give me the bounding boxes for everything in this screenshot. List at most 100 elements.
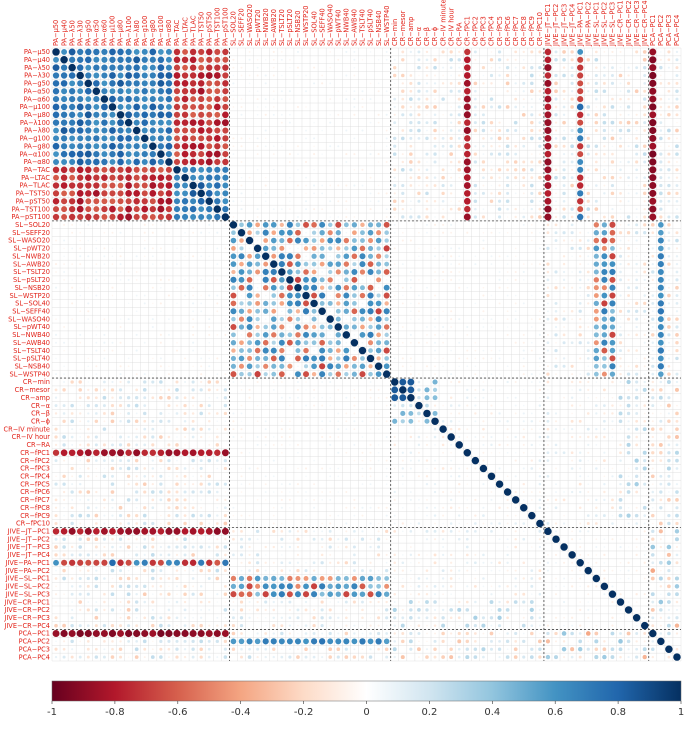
correlation-circle	[442, 609, 444, 611]
correlation-circle	[643, 145, 646, 148]
correlation-circle	[295, 300, 301, 306]
correlation-circle	[538, 66, 541, 69]
correlation-circle	[87, 593, 90, 596]
correlation-circle	[208, 326, 210, 328]
correlation-circle	[62, 569, 65, 572]
correlation-circle	[168, 295, 170, 297]
correlation-circle	[71, 609, 73, 611]
correlation-circle	[545, 190, 552, 197]
correlation-circle	[95, 373, 97, 375]
correlation-circle	[257, 90, 259, 92]
column-label: CR−fPC3	[480, 16, 488, 46]
correlation-circle	[125, 72, 132, 79]
correlation-circle	[289, 507, 291, 509]
correlation-circle	[539, 436, 542, 439]
correlation-circle	[241, 413, 243, 415]
correlation-circle	[176, 263, 178, 265]
correlation-circle	[192, 350, 194, 352]
correlation-circle	[281, 491, 283, 493]
correlation-circle	[362, 468, 364, 470]
correlation-circle	[627, 482, 631, 486]
correlation-circle	[507, 428, 509, 430]
correlation-circle	[233, 75, 235, 77]
column-label: CR−fPC2	[472, 16, 480, 46]
correlation-circle	[192, 499, 194, 501]
correlation-circle	[222, 213, 229, 220]
correlation-circle	[668, 412, 670, 414]
correlation-circle	[214, 88, 220, 94]
correlation-circle	[176, 601, 179, 604]
correlation-circle	[53, 57, 59, 63]
correlation-circle	[450, 192, 452, 194]
correlation-circle	[482, 145, 484, 147]
correlation-circle	[554, 74, 557, 77]
correlation-circle	[577, 57, 583, 63]
correlation-circle	[651, 223, 655, 227]
correlation-circle	[86, 459, 90, 463]
correlation-circle	[216, 357, 218, 359]
correlation-circle	[676, 271, 679, 274]
correlation-circle	[354, 67, 356, 69]
correlation-circle	[659, 443, 663, 447]
correlation-circle	[303, 348, 308, 353]
correlation-circle	[370, 145, 372, 147]
correlation-circle	[247, 222, 253, 228]
correlation-circle	[224, 585, 227, 588]
correlation-circle	[547, 451, 550, 454]
correlation-circle	[483, 633, 485, 635]
correlation-circle	[587, 397, 589, 399]
correlation-circle	[635, 286, 638, 289]
correlation-circle	[636, 177, 638, 179]
correlation-circle	[370, 421, 372, 423]
column-label: PA−μ40	[60, 20, 68, 46]
correlation-circle	[658, 300, 664, 306]
correlation-circle	[241, 389, 243, 391]
correlation-circle	[257, 444, 259, 446]
correlation-circle	[118, 206, 124, 212]
correlation-circle	[383, 370, 390, 377]
correlation-circle	[69, 88, 75, 94]
correlation-circle	[577, 159, 583, 165]
correlation-circle	[627, 215, 631, 219]
correlation-circle	[111, 490, 115, 494]
correlation-circle	[249, 554, 251, 556]
correlation-circle	[239, 317, 244, 322]
correlation-circle	[319, 348, 325, 354]
correlation-circle	[174, 159, 180, 165]
correlation-circle	[206, 49, 213, 56]
row-label: JIVE−CR−PC4	[3, 622, 50, 630]
correlation-circle	[61, 151, 67, 157]
correlation-circle	[257, 216, 259, 218]
correlation-circle	[328, 356, 332, 360]
correlation-circle	[417, 192, 420, 195]
correlation-circle	[320, 616, 323, 619]
row-label: PA−α50	[24, 87, 50, 95]
correlation-circle	[192, 318, 194, 320]
correlation-circle	[619, 459, 622, 462]
correlation-circle	[523, 467, 525, 469]
correlation-circle	[402, 483, 404, 485]
correlation-circle	[619, 114, 621, 116]
correlation-circle	[643, 483, 646, 486]
correlation-circle	[417, 113, 420, 116]
correlation-circle	[247, 591, 253, 597]
correlation-circle	[619, 200, 621, 202]
correlation-circle	[319, 340, 325, 346]
correlation-circle	[651, 601, 654, 604]
correlation-circle	[539, 75, 541, 77]
correlation-circle	[263, 340, 269, 346]
correlation-circle	[555, 223, 558, 226]
correlation-circle	[279, 238, 284, 243]
correlation-circle	[326, 315, 333, 322]
correlation-circle	[328, 372, 332, 376]
column-label: JIVE−CR−PC1	[617, 0, 625, 47]
correlation-circle	[547, 507, 549, 509]
correlation-circle	[384, 348, 390, 354]
correlation-circle	[337, 561, 340, 564]
correlation-circle	[337, 632, 339, 634]
correlation-circle	[619, 263, 621, 265]
correlation-circle	[515, 232, 517, 234]
correlation-circle	[417, 98, 420, 101]
correlation-circle	[418, 593, 420, 595]
